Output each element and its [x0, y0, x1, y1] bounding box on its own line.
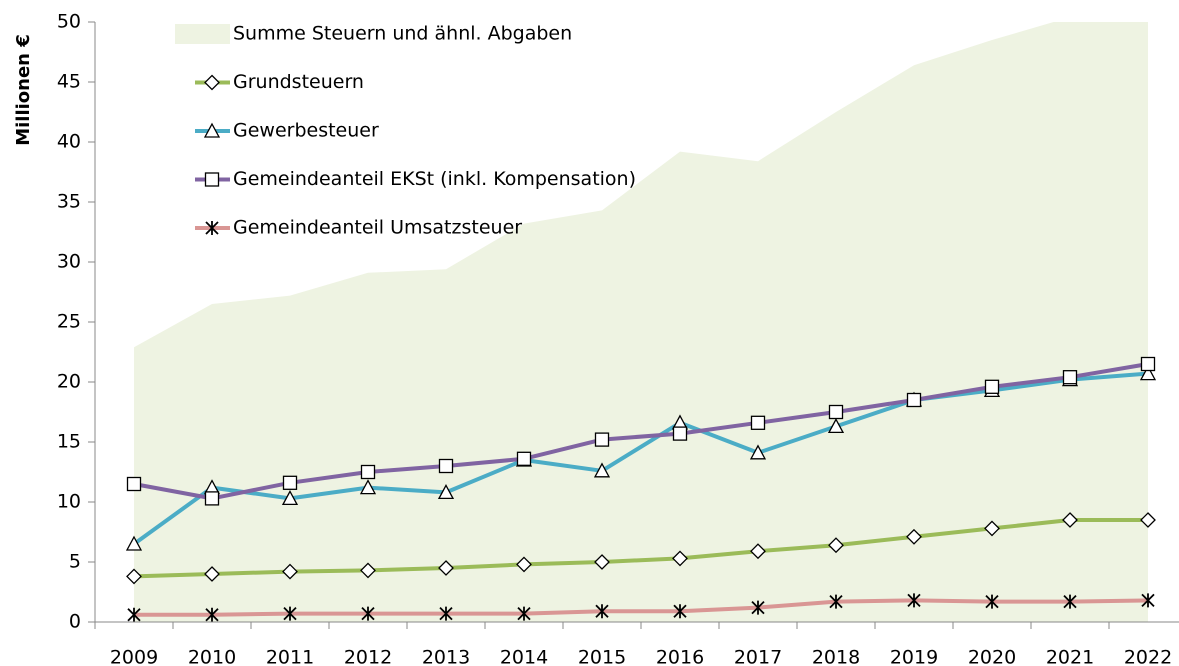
- marker: [750, 543, 766, 560]
- marker: [204, 566, 220, 582]
- marker: [438, 458, 454, 474]
- x-tick-label: 2014: [500, 647, 548, 666]
- x-tick-label: 2015: [578, 647, 626, 666]
- marker: [672, 426, 688, 441]
- marker: [595, 604, 609, 619]
- marker: [673, 604, 687, 619]
- y-tick-label: 50: [57, 11, 81, 33]
- x-tick-label: 2019: [890, 647, 938, 666]
- marker: [1140, 512, 1156, 528]
- marker: [985, 594, 999, 609]
- marker: [750, 415, 766, 430]
- marker: [283, 606, 297, 621]
- legend-label: Summe Steuern und ähnl. Abgaben: [233, 23, 572, 45]
- marker: [829, 594, 843, 609]
- x-tick-label: 2022: [1124, 647, 1172, 666]
- marker: [281, 490, 299, 506]
- y-tick-label: 5: [69, 551, 81, 573]
- y-tick-label: 15: [57, 431, 81, 453]
- legend-swatch: [175, 24, 230, 44]
- x-tick-label: 2020: [968, 647, 1016, 666]
- y-axis-label: Millionen €: [13, 34, 34, 146]
- line: [133, 362, 1149, 501]
- x-tick-label: 2009: [110, 647, 158, 666]
- marker: [439, 606, 453, 621]
- line: [133, 518, 1148, 579]
- marker: [282, 475, 298, 490]
- marker: [517, 606, 531, 621]
- plot-area: [125, 22, 1157, 622]
- marker: [906, 392, 922, 408]
- x-tick-label: 2012: [344, 647, 392, 666]
- marker: [1062, 370, 1078, 385]
- legend-label: Gemeindeanteil EKSt (inkl. Kompensation): [233, 168, 636, 190]
- marker: [437, 484, 455, 500]
- x-tick-label: 2021: [1046, 647, 1094, 666]
- y-tick-label: 25: [57, 311, 81, 333]
- marker: [906, 528, 922, 545]
- marker: [1141, 593, 1155, 608]
- x-tick-label: 2017: [734, 647, 782, 666]
- marker: [127, 607, 141, 622]
- x-tick-label: 2011: [266, 647, 314, 666]
- legend-marker: [205, 221, 219, 235]
- y-tick-label: 10: [57, 491, 81, 513]
- marker: [438, 560, 454, 576]
- marker: [594, 432, 610, 447]
- marker: [1063, 594, 1077, 609]
- marker: [361, 606, 375, 621]
- marker: [360, 562, 376, 579]
- marker: [749, 444, 767, 460]
- marker: [593, 462, 611, 478]
- line: [132, 371, 1149, 546]
- y-tick-label: 30: [57, 251, 81, 273]
- legend-label: Gewerbesteuer: [233, 120, 379, 142]
- marker: [282, 563, 298, 580]
- y-tick-label: 20: [57, 371, 81, 393]
- legend-marker: [204, 74, 220, 91]
- marker: [126, 476, 142, 492]
- marker: [125, 535, 143, 551]
- y-tick-label: 0: [69, 611, 81, 633]
- marker: [1139, 365, 1157, 381]
- marker: [672, 550, 688, 567]
- marker: [828, 537, 844, 554]
- marker: [126, 568, 142, 585]
- marker: [984, 379, 1000, 394]
- legend-marker: [204, 172, 220, 187]
- marker: [516, 556, 532, 573]
- y-tick-label: 45: [57, 71, 81, 93]
- marker: [827, 418, 845, 434]
- line: [134, 598, 1149, 617]
- marker: [1140, 356, 1156, 372]
- x-tick-label: 2013: [422, 647, 470, 666]
- marker: [360, 464, 376, 480]
- marker: [828, 404, 844, 420]
- marker: [205, 607, 219, 622]
- y-tick-label: 35: [57, 191, 81, 213]
- marker: [204, 491, 220, 506]
- marker: [907, 593, 921, 608]
- marker: [359, 479, 377, 495]
- marker: [751, 600, 765, 615]
- x-tick-label: 2018: [812, 647, 860, 666]
- x-tick-label: 2010: [188, 647, 236, 666]
- legend-label: Gemeindeanteil Umsatzsteuer: [233, 217, 522, 239]
- legend-label: Grundsteuern: [233, 71, 364, 93]
- legend-marker: [203, 122, 221, 138]
- marker: [984, 520, 1000, 537]
- y-tick-label: 40: [57, 131, 81, 153]
- marker: [594, 554, 610, 570]
- marker: [1062, 512, 1078, 528]
- x-tick-label: 2016: [656, 647, 704, 666]
- marker: [516, 451, 532, 466]
